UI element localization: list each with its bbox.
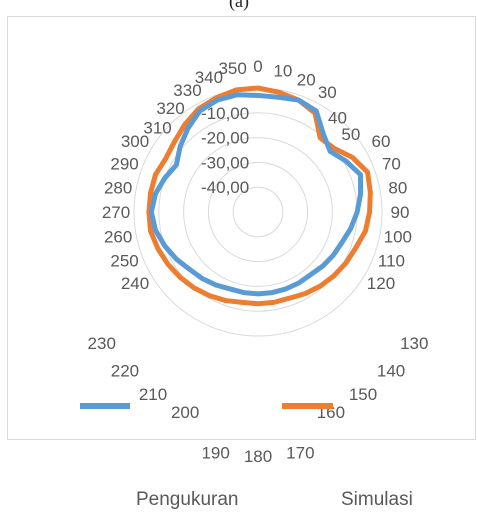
- angle-label-300: 300: [121, 132, 149, 151]
- angle-label-70: 70: [382, 154, 401, 173]
- angle-label-220: 220: [111, 362, 139, 381]
- angle-label-180: 180: [244, 447, 272, 466]
- angle-label-280: 280: [104, 178, 132, 197]
- angle-label-270: 270: [102, 203, 130, 222]
- angle-label-120: 120: [367, 274, 395, 293]
- radial-tick-label-3: -40,00: [201, 178, 249, 197]
- angle-label-290: 290: [110, 154, 138, 173]
- angle-label-170: 170: [286, 443, 314, 462]
- angle-label-0: 0: [253, 57, 262, 76]
- chart-title: (a): [229, 0, 249, 11]
- grid-ring-3: [207, 161, 309, 263]
- angle-label-250: 250: [110, 252, 138, 271]
- angle-label-140: 140: [377, 362, 405, 381]
- radial-tick-label-1: -20,00: [201, 129, 249, 148]
- radial-tick-labels: -10,00 -20,00 -30,00 -40,00: [201, 104, 249, 197]
- chart-frame: [7, 16, 476, 440]
- angle-label-320: 320: [156, 99, 184, 118]
- radial-tick-label-2: -30,00: [201, 153, 249, 172]
- series-line-simulasi: [146, 85, 373, 307]
- grid-ring-4: [232, 186, 284, 238]
- angle-label-340: 340: [195, 68, 223, 87]
- angle-label-90: 90: [391, 203, 410, 222]
- angle-label-260: 260: [104, 228, 132, 247]
- series-line-pengukuran: [148, 92, 364, 297]
- angle-label-100: 100: [384, 228, 412, 247]
- legend-label-pengukuran: Pengukuran: [136, 489, 239, 510]
- radar-series: [146, 85, 373, 307]
- angle-label-30: 30: [318, 83, 337, 102]
- angle-label-20: 20: [297, 70, 316, 89]
- angle-label-210: 210: [139, 385, 167, 404]
- radial-tick-label-0: -10,00: [201, 104, 249, 123]
- legend-label-simulasi: Simulasi: [341, 489, 413, 510]
- angle-label-50: 50: [341, 125, 360, 144]
- angle-label-110: 110: [378, 252, 405, 271]
- grid-ring-2: [183, 137, 333, 287]
- angle-label-350: 350: [218, 59, 246, 78]
- angle-label-40: 40: [328, 108, 347, 127]
- angle-label-330: 330: [173, 81, 201, 100]
- angle-label-10: 10: [273, 62, 292, 81]
- angle-label-200: 200: [171, 403, 199, 422]
- angle-label-230: 230: [88, 334, 116, 353]
- angle-label-190: 190: [201, 443, 229, 462]
- angle-label-60: 60: [372, 132, 391, 151]
- angle-label-80: 80: [388, 178, 407, 197]
- angle-label-240: 240: [121, 274, 149, 293]
- angle-label-150: 150: [349, 385, 377, 404]
- angle-label-310: 310: [143, 119, 171, 138]
- angle-label-130: 130: [400, 334, 428, 353]
